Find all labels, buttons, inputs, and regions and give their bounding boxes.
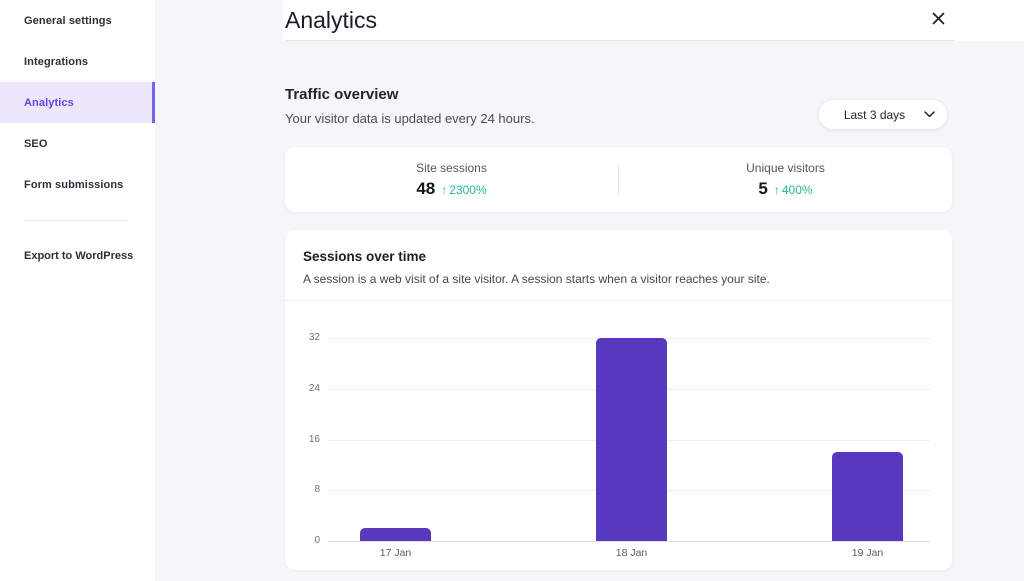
x-axis-label: 19 Jan — [851, 547, 884, 559]
sidebar-item-label: Export to WordPress — [24, 249, 134, 262]
up-arrow-icon: ↑ — [773, 182, 780, 197]
bar-19-jan — [832, 452, 903, 541]
bar-18-jan — [596, 338, 667, 541]
up-arrow-icon: ↑ — [441, 182, 448, 197]
sidebar-item-analytics[interactable]: Analytics — [0, 82, 155, 123]
sidebar-divider — [24, 220, 128, 221]
x-axis-label: 18 Jan — [615, 547, 648, 559]
stats-divider — [618, 162, 619, 197]
chevron-down-icon — [924, 111, 935, 118]
sidebar-item-label: Integrations — [24, 55, 89, 68]
chart-description: A session is a web visit of a site visit… — [303, 272, 770, 286]
close-icon — [931, 11, 946, 29]
bar-17-jan — [360, 528, 431, 541]
close-button[interactable] — [924, 6, 952, 34]
y-axis-label: 16 — [308, 433, 320, 445]
stat-delta: ↑ 400% — [773, 182, 813, 197]
traffic-overview-heading: Traffic overview — [285, 86, 399, 103]
sidebar-item-label: Form submissions — [24, 178, 124, 191]
y-axis-label: 8 — [314, 484, 320, 496]
traffic-stats-card: Site sessions 48 ↑ 2300% Unique visitors … — [285, 147, 952, 212]
sidebar-item-general-settings[interactable]: General settings — [0, 0, 155, 41]
sidebar-item-label: SEO — [24, 137, 48, 150]
sessions-chart-card: Sessions over time A session is a web vi… — [285, 230, 952, 570]
stat-label: Site sessions — [416, 160, 487, 175]
sidebar-item-label: Analytics — [24, 96, 74, 109]
sidebar-item-export-to-wordpress[interactable]: Export to WordPress — [0, 235, 155, 276]
sidebar-item-integrations[interactable]: Integrations — [0, 41, 155, 82]
stat-value: 48 — [416, 178, 436, 198]
y-axis-label: 0 — [314, 535, 320, 546]
y-axis-label: 32 — [308, 332, 320, 343]
gridline — [328, 541, 930, 542]
header-divider — [285, 40, 955, 41]
sidebar-item-form-submissions[interactable]: Form submissions — [0, 164, 155, 205]
chart-title: Sessions over time — [303, 249, 427, 264]
page-title: Analytics — [285, 7, 378, 33]
date-range-dropdown[interactable]: Last 3 days — [818, 99, 948, 130]
stat-value: 5 — [758, 178, 768, 198]
settings-sidebar: General settings Integrations Analytics SEO… — [0, 0, 155, 581]
chart-card-divider — [285, 300, 952, 301]
date-range-value: Last 3 days — [843, 107, 906, 122]
header-background — [283, 0, 1024, 41]
sidebar-item-label: General settings — [24, 14, 112, 27]
sidebar-nav: General settings Integrations Analytics SEO… — [0, 0, 155, 205]
y-axis-label: 24 — [308, 382, 320, 394]
active-indicator — [152, 82, 155, 123]
sidebar-item-seo[interactable]: SEO — [0, 123, 155, 164]
stat-label: Unique visitors — [746, 160, 825, 175]
sessions-bar-chart: 0 8 16 24 32 17 Jan 18 Jan 19 Jan — [285, 230, 952, 570]
stat-delta: ↑ 2300% — [441, 182, 487, 197]
stat-unique-visitors: Unique visitors 5 ↑ 400% — [619, 147, 952, 212]
traffic-overview-subheading: Your visitor data is updated every 24 ho… — [285, 111, 535, 126]
x-axis-label: 17 Jan — [379, 547, 412, 559]
stat-site-sessions: Site sessions 48 ↑ 2300% — [285, 147, 618, 212]
